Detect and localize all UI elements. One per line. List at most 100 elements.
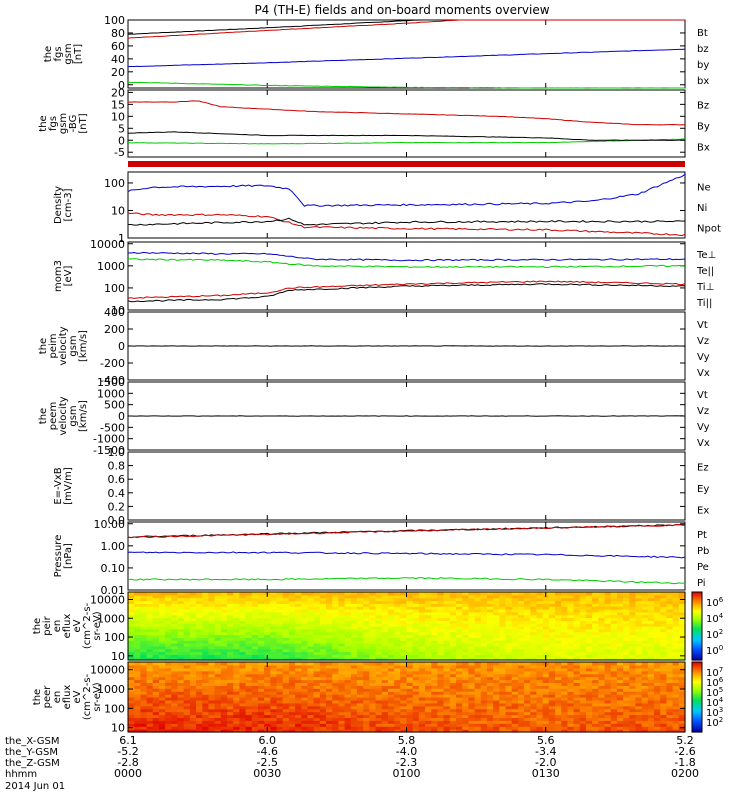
spectrogram-cell xyxy=(629,654,637,658)
spectrogram-cell xyxy=(307,723,315,727)
spectrogram-cell xyxy=(276,694,284,698)
spectrogram-cell xyxy=(486,603,494,607)
x-tick-label: 0000 xyxy=(114,767,142,780)
spectrogram-cell xyxy=(480,711,488,716)
spectrogram-cell xyxy=(165,682,172,686)
spectrogram-cell xyxy=(387,667,395,672)
spectrogram-cell xyxy=(381,628,389,633)
spectrogram-cell xyxy=(579,691,587,695)
spectrogram-cell xyxy=(412,679,420,684)
spectrogram-cell xyxy=(344,609,352,613)
spectrogram-cell xyxy=(629,714,637,719)
spectrogram-cell xyxy=(573,708,581,713)
spectrogram-cell xyxy=(239,600,247,604)
spectrogram-cell xyxy=(400,705,408,710)
spectrogram-cell xyxy=(660,699,668,704)
spectrogram-cell xyxy=(443,705,451,710)
spectrogram-cell xyxy=(282,600,290,604)
panel-frame xyxy=(127,89,686,158)
spectrogram-cell xyxy=(418,685,426,689)
spectrogram-cell xyxy=(660,667,668,672)
spectrogram-cell xyxy=(270,667,278,672)
spectrogram-cell xyxy=(629,662,637,666)
spectrogram-cell xyxy=(183,667,191,672)
spectrogram-cell xyxy=(356,682,364,686)
y-tick-label: 10 xyxy=(111,304,125,317)
spectrogram-cell xyxy=(214,726,222,730)
spectrogram-cell xyxy=(647,592,655,596)
spectrogram-cell xyxy=(474,670,482,675)
spectrogram-cell xyxy=(418,657,426,661)
spectrogram-cell xyxy=(332,594,340,599)
spectrogram-cell xyxy=(140,592,148,596)
spectrogram-cell xyxy=(356,679,364,684)
spectrogram-cell xyxy=(499,697,507,701)
spectrogram-cell xyxy=(654,623,661,627)
spectrogram-cell xyxy=(530,592,538,596)
colorbar-tick-label-2: 102 xyxy=(706,628,723,641)
spectrogram-cell xyxy=(208,597,216,602)
spectrogram-cell xyxy=(604,611,612,616)
spectrogram-cell xyxy=(406,651,414,655)
spectrogram-cell xyxy=(418,682,426,686)
spectrogram-cell xyxy=(623,673,630,678)
spectrogram-cell xyxy=(437,717,445,721)
spectrogram-cell xyxy=(511,726,519,730)
colorbar-segment xyxy=(692,617,702,620)
y-tick-label: -1000 xyxy=(93,433,125,446)
spectrogram-cell xyxy=(623,699,630,704)
spectrogram-cell xyxy=(530,682,538,686)
spectrogram-cell xyxy=(227,634,234,638)
spectrogram-cell xyxy=(604,729,612,733)
spectrogram-cell xyxy=(264,705,271,710)
spectrogram-cell xyxy=(585,705,593,710)
spectrogram-cell xyxy=(431,726,439,730)
spectrogram-cell xyxy=(319,611,327,616)
spectrogram-cell xyxy=(406,606,414,610)
spectrogram-cell xyxy=(443,667,451,672)
spectrogram-cell xyxy=(499,634,507,638)
spectrogram-cell xyxy=(344,676,352,681)
spectrogram-cell xyxy=(412,726,420,730)
spectrogram-cell xyxy=(641,717,649,721)
spectrogram-cell xyxy=(456,711,463,716)
spectrogram-cell xyxy=(604,662,612,666)
spectrogram-cell xyxy=(573,662,581,666)
spectrogram-cell xyxy=(152,679,160,684)
spectrogram-cell xyxy=(171,720,179,724)
spectrogram-cell xyxy=(239,717,247,721)
spectrogram-cell xyxy=(425,705,432,710)
spectrogram-cell xyxy=(394,679,401,684)
spectrogram-cell xyxy=(412,702,420,707)
spectrogram-cell xyxy=(623,682,630,686)
spectrogram-cell xyxy=(647,617,655,621)
spectrogram-cell xyxy=(356,594,364,599)
spectrogram-cell xyxy=(319,631,327,636)
spectrogram-cell xyxy=(641,662,649,666)
spectrogram-cell xyxy=(654,688,661,692)
spectrogram-cell xyxy=(610,723,618,727)
spectrogram-cell xyxy=(474,609,482,613)
spectrogram-cell xyxy=(177,702,185,707)
y-tick-label: 10.00 xyxy=(94,518,126,531)
spectrogram-cell xyxy=(177,603,185,607)
y-tick-label: 100 xyxy=(104,631,125,644)
y-tick-label: 10000 xyxy=(90,664,125,677)
spectrogram-cell xyxy=(202,606,210,610)
spectrogram-cell xyxy=(202,654,210,658)
spectrogram-cell xyxy=(128,620,135,624)
legend-label-2: by xyxy=(697,60,709,71)
spectrogram-cell xyxy=(635,597,643,602)
spectrogram-cell xyxy=(152,640,160,644)
spectrogram-cell xyxy=(579,628,587,633)
spectrogram-cell xyxy=(387,723,395,727)
spectrogram-cell xyxy=(344,620,352,624)
spectrogram-cell xyxy=(493,688,500,692)
spectrogram-cell xyxy=(616,702,624,707)
spectrogram-cell xyxy=(307,667,315,672)
spectrogram-cell xyxy=(326,688,333,692)
spectrogram-cell xyxy=(307,606,315,610)
spectrogram-cell xyxy=(511,673,519,678)
spectrogram-cell xyxy=(400,594,408,599)
spectrogram-cell xyxy=(220,723,228,727)
